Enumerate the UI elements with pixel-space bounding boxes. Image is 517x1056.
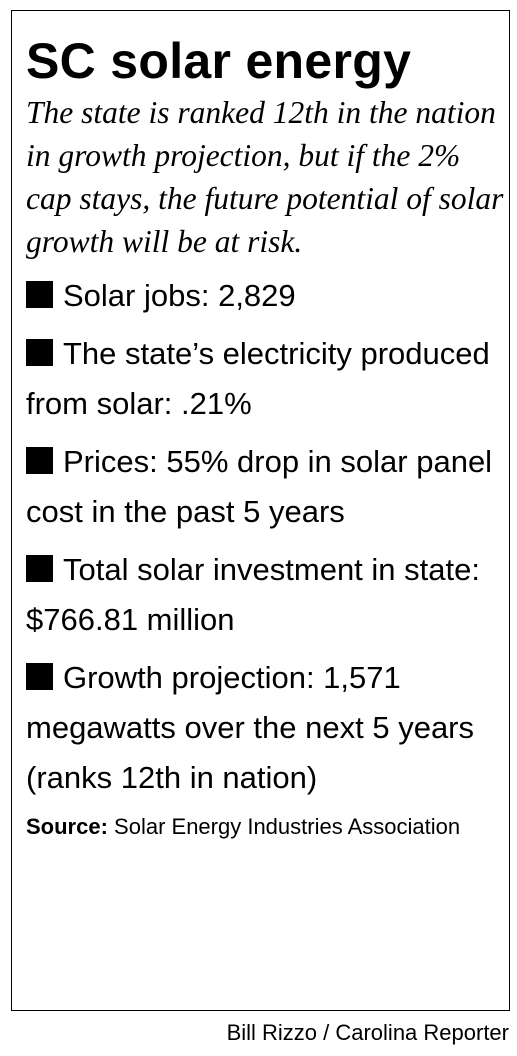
- source-text: Solar Energy Industries Association: [114, 814, 461, 839]
- item: The state’s electricity produced from so…: [26, 329, 501, 429]
- item: Solar jobs: 2,829: [26, 271, 501, 321]
- item: Growth projection: 1,571 megawatts over …: [26, 653, 501, 803]
- item-list: Solar jobs: 2,829 The state’s electricity…: [26, 271, 501, 803]
- subtitle: The state is ranked 12th in the nation i…: [26, 95, 504, 259]
- title: SC solar energy: [26, 33, 412, 89]
- item: Prices: 55% drop in solar panel cost in …: [26, 437, 501, 537]
- item: Total solar investment in state: $766.81…: [26, 545, 501, 645]
- item-text: Total solar investment in state: $766.81…: [26, 552, 480, 637]
- credit: Bill Rizzo / Carolina Reporter: [226, 1020, 509, 1045]
- bullet: [26, 281, 53, 308]
- source: Source: Solar Energy Industries Associat…: [26, 811, 501, 842]
- item-text: The state’s electricity produced from so…: [26, 336, 490, 421]
- item-text: Growth projection: 1,571 megawatts over …: [26, 660, 475, 795]
- bullet: [26, 663, 53, 690]
- bullet: [26, 339, 53, 366]
- bullet: [26, 555, 53, 582]
- infobox: SC solar energy The state is ranked 12th…: [11, 10, 510, 1011]
- source-label: Source:: [26, 814, 108, 839]
- item-text: Solar jobs: 2,829: [63, 278, 296, 313]
- bullet: [26, 447, 53, 474]
- item-text: Prices: 55% drop in solar panel cost in …: [26, 444, 493, 529]
